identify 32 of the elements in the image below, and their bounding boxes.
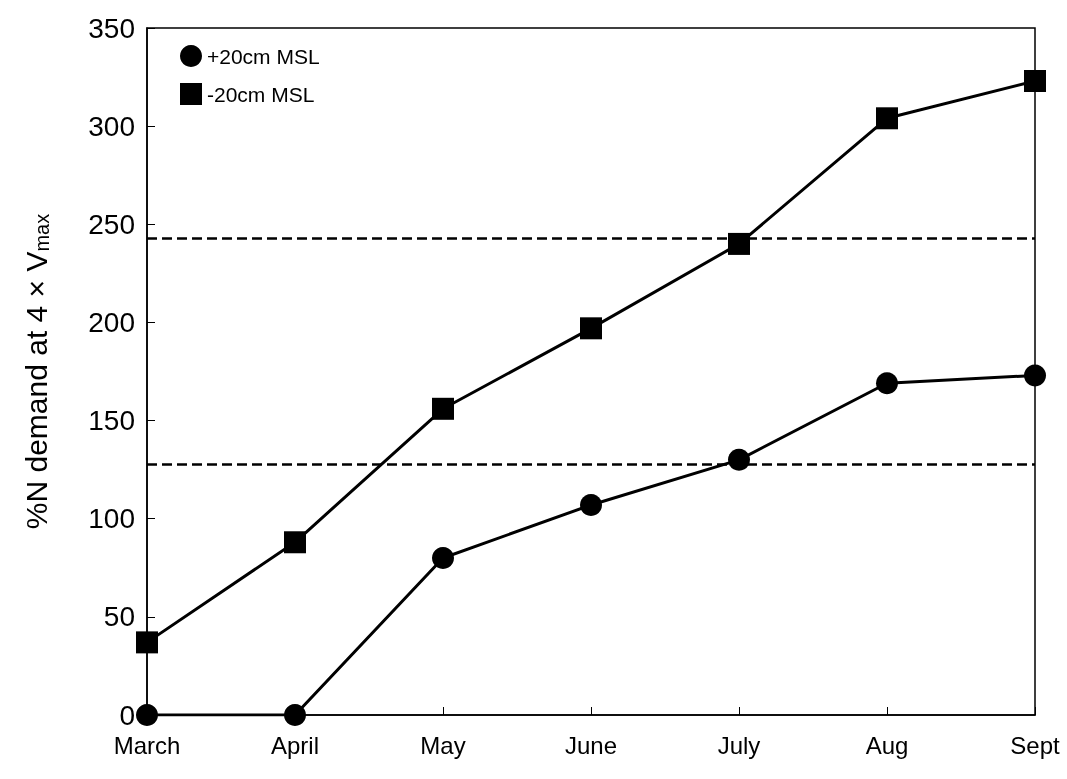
y-tick-label: 100 xyxy=(88,503,135,535)
y-tick-label: 50 xyxy=(103,601,135,633)
x-tick-label: May xyxy=(420,731,466,759)
x-tick-label: June xyxy=(564,731,618,759)
point xyxy=(580,493,602,516)
point xyxy=(580,317,602,340)
y-tick-label: 150 xyxy=(88,405,135,437)
y-tick-label: 200 xyxy=(88,306,135,338)
legend-label: +20cm MSL xyxy=(207,44,320,68)
legend-label: -20cm MSL xyxy=(207,82,315,106)
point xyxy=(284,531,306,554)
point xyxy=(432,546,454,569)
point xyxy=(284,704,306,726)
x-tick-label: Aug xyxy=(865,731,909,759)
point xyxy=(876,372,898,395)
x-tick-label: April xyxy=(270,731,320,759)
y-tick-label: 0 xyxy=(119,699,135,731)
point xyxy=(1024,70,1046,92)
y-axis-title: %N demand at 4 × Vmax xyxy=(19,213,53,530)
point xyxy=(876,107,898,130)
x-tick-label: July xyxy=(717,731,761,759)
point xyxy=(136,631,158,654)
y-tick-label: 250 xyxy=(88,208,135,240)
x-tick-label: March xyxy=(113,731,181,759)
point xyxy=(1024,364,1046,387)
point xyxy=(432,397,454,420)
x-tick-label: Sept xyxy=(1010,731,1061,759)
y-tick-label: 300 xyxy=(88,110,135,142)
point xyxy=(728,448,750,471)
point xyxy=(136,704,158,726)
point xyxy=(728,232,750,255)
y-tick-label: 350 xyxy=(88,12,135,44)
